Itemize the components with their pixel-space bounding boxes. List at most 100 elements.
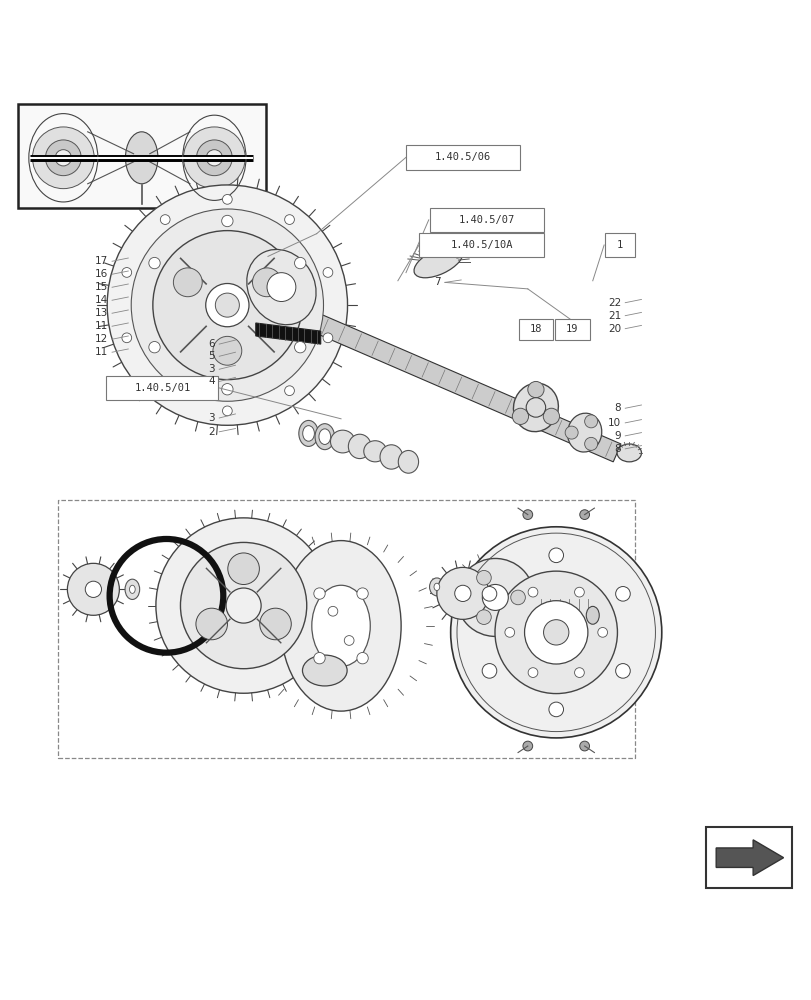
Circle shape bbox=[122, 333, 131, 343]
Circle shape bbox=[510, 590, 525, 605]
Ellipse shape bbox=[616, 444, 641, 462]
Circle shape bbox=[357, 652, 368, 664]
Circle shape bbox=[564, 426, 577, 439]
Text: 13: 13 bbox=[95, 308, 108, 318]
Circle shape bbox=[294, 257, 306, 269]
Ellipse shape bbox=[281, 541, 401, 711]
Circle shape bbox=[131, 209, 323, 401]
Text: 1.40.5/01: 1.40.5/01 bbox=[134, 383, 191, 393]
Circle shape bbox=[221, 384, 233, 395]
Ellipse shape bbox=[125, 579, 139, 599]
Ellipse shape bbox=[129, 585, 135, 593]
Text: 7: 7 bbox=[434, 277, 440, 287]
Circle shape bbox=[260, 608, 291, 640]
Circle shape bbox=[174, 268, 202, 297]
Circle shape bbox=[85, 581, 101, 597]
Circle shape bbox=[156, 518, 331, 693]
Text: 14: 14 bbox=[95, 295, 108, 305]
Circle shape bbox=[615, 664, 629, 678]
Circle shape bbox=[313, 652, 324, 664]
Text: 18: 18 bbox=[529, 324, 542, 334]
Circle shape bbox=[450, 527, 661, 738]
Bar bbox=[603, 233, 634, 257]
Circle shape bbox=[522, 741, 532, 751]
Circle shape bbox=[615, 587, 629, 601]
Text: 8: 8 bbox=[614, 444, 620, 454]
Ellipse shape bbox=[247, 249, 315, 325]
Text: 1.40.5/10A: 1.40.5/10A bbox=[450, 240, 512, 250]
Text: 22: 22 bbox=[607, 298, 620, 308]
Ellipse shape bbox=[433, 583, 440, 591]
Text: 9: 9 bbox=[614, 431, 620, 441]
Circle shape bbox=[526, 398, 545, 417]
Bar bbox=[18, 104, 265, 208]
Ellipse shape bbox=[311, 585, 370, 666]
Circle shape bbox=[160, 386, 169, 396]
Circle shape bbox=[543, 408, 559, 424]
Circle shape bbox=[597, 627, 607, 637]
Circle shape bbox=[482, 584, 508, 610]
Circle shape bbox=[512, 408, 528, 424]
Circle shape bbox=[323, 268, 333, 277]
Ellipse shape bbox=[298, 420, 318, 446]
Circle shape bbox=[222, 406, 232, 416]
Circle shape bbox=[527, 381, 543, 398]
Circle shape bbox=[584, 437, 597, 450]
Circle shape bbox=[476, 570, 491, 585]
Polygon shape bbox=[715, 840, 783, 876]
Circle shape bbox=[524, 601, 587, 664]
Text: 11: 11 bbox=[95, 321, 108, 331]
Circle shape bbox=[543, 620, 569, 645]
Ellipse shape bbox=[380, 445, 402, 469]
Circle shape bbox=[122, 268, 131, 277]
Ellipse shape bbox=[513, 383, 558, 432]
Circle shape bbox=[482, 664, 496, 678]
Circle shape bbox=[196, 140, 232, 176]
Circle shape bbox=[456, 558, 534, 636]
Text: 1: 1 bbox=[616, 240, 622, 250]
Circle shape bbox=[55, 150, 71, 166]
Circle shape bbox=[574, 668, 584, 677]
Bar bbox=[106, 376, 218, 400]
Bar bbox=[406, 145, 519, 170]
Circle shape bbox=[527, 668, 537, 677]
Ellipse shape bbox=[315, 424, 334, 450]
Circle shape bbox=[476, 610, 491, 624]
Ellipse shape bbox=[363, 441, 386, 462]
Circle shape bbox=[45, 140, 81, 176]
Circle shape bbox=[215, 293, 239, 317]
Circle shape bbox=[579, 510, 589, 519]
Bar bbox=[58, 500, 634, 758]
Circle shape bbox=[148, 341, 160, 353]
Circle shape bbox=[222, 194, 232, 204]
Circle shape bbox=[527, 587, 537, 597]
Circle shape bbox=[357, 588, 368, 599]
Circle shape bbox=[495, 571, 616, 694]
Circle shape bbox=[548, 548, 563, 563]
Ellipse shape bbox=[125, 132, 157, 184]
Circle shape bbox=[504, 627, 514, 637]
Circle shape bbox=[328, 606, 337, 616]
Ellipse shape bbox=[303, 655, 347, 686]
Circle shape bbox=[107, 185, 347, 425]
Circle shape bbox=[32, 127, 94, 189]
Circle shape bbox=[436, 567, 488, 619]
Circle shape bbox=[285, 386, 294, 396]
Text: 1.40.5/07: 1.40.5/07 bbox=[458, 215, 515, 225]
Text: 6: 6 bbox=[208, 339, 215, 349]
Circle shape bbox=[574, 587, 584, 597]
Circle shape bbox=[313, 588, 324, 599]
Circle shape bbox=[454, 585, 470, 601]
Text: 3: 3 bbox=[208, 413, 215, 423]
Circle shape bbox=[152, 231, 302, 380]
Text: 16: 16 bbox=[95, 269, 108, 279]
Circle shape bbox=[180, 542, 307, 669]
Circle shape bbox=[344, 636, 354, 645]
Text: 5: 5 bbox=[208, 351, 215, 361]
Circle shape bbox=[522, 510, 532, 519]
Circle shape bbox=[267, 273, 295, 302]
Bar bbox=[535, 599, 592, 615]
Circle shape bbox=[482, 587, 496, 601]
Text: 21: 21 bbox=[607, 311, 620, 321]
Polygon shape bbox=[255, 323, 320, 344]
